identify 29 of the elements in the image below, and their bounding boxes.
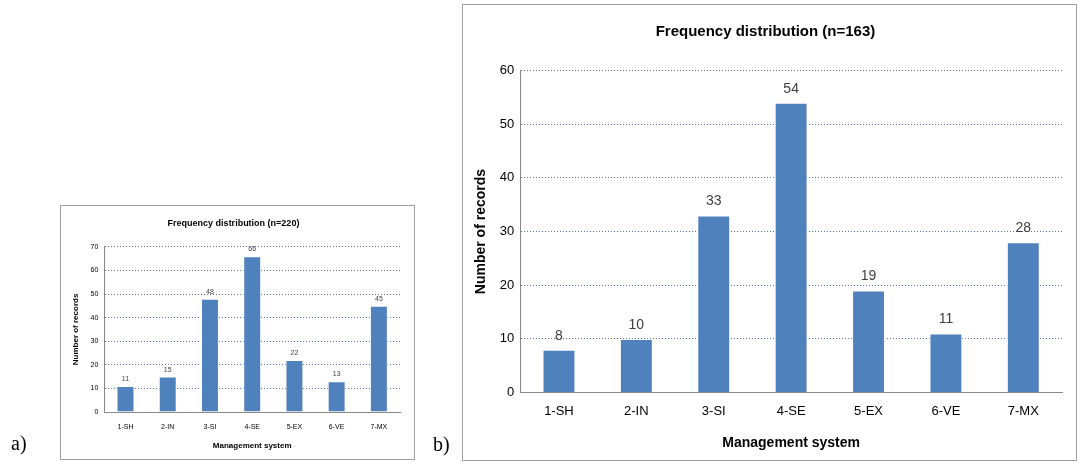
data-label: 19 [860,267,877,284]
y-tick-label: 60 [499,62,515,78]
data-label: 10 [628,315,645,332]
chart-title: Frequency distribution (n=220) [167,217,300,228]
y-tick-label: 50 [499,115,515,131]
x-tick-label: 4-SE [776,402,806,418]
y-tick-label: 40 [499,169,515,185]
y-tick-label: 20 [499,276,515,292]
x-tick-label: 3-SI [701,402,726,418]
text: b) [433,433,450,456]
data-label: 28 [1015,219,1032,236]
data-label: 54 [783,79,800,96]
y-tick-label: 30 [499,223,515,239]
x-axis-title: Management system [212,441,292,451]
x-tick-label: 6-VE [931,402,961,418]
x-tick-label: 5-EX [854,402,884,418]
x-tick-label: 1-SH [544,402,574,418]
x-tick-label: 7-MX [1007,402,1040,418]
y-tick-label: 0 [507,384,515,400]
data-label: 11 [938,310,954,327]
x-axis-title: Management system [722,434,860,451]
chart-title: Frequency distribution (n=163) [655,21,876,39]
x-tick-label: 2-IN [624,402,649,418]
data-label: 33 [705,192,722,209]
y-axis-title: Number of records [472,168,489,295]
y-tick-label: 10 [499,330,515,346]
text: a) [11,432,27,455]
data-label: 8 [555,326,564,343]
y-axis-title: Number of records [71,293,80,366]
